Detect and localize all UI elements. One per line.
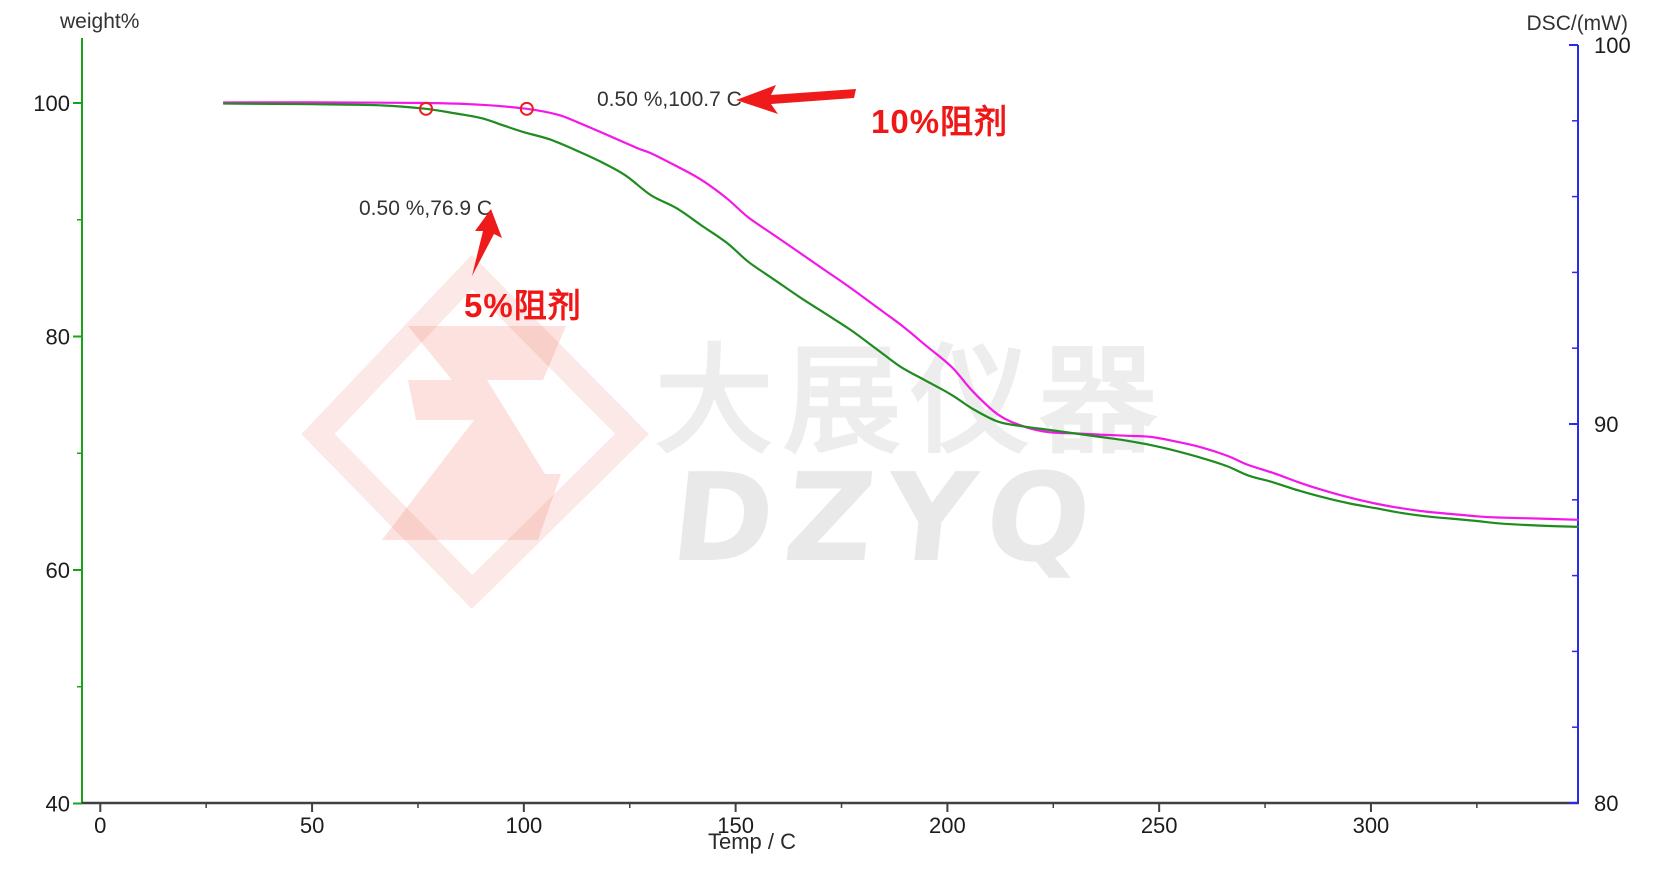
x-axis-title: Temp / C: [708, 829, 796, 854]
series-label-5pct: 5%阻剂: [464, 287, 582, 324]
onset-annotation-5pct: 0.50 %,76.9 C: [359, 197, 492, 220]
right-axis-title: DSC/(mW): [1527, 12, 1628, 35]
x-axis-tick-label: 150: [717, 813, 754, 838]
curve-10pct-retardant: [223, 101, 1579, 521]
watermark-z-bolt: [382, 326, 566, 540]
right-axis-tick-label: 80: [1594, 791, 1618, 816]
curve-5pct-retardant: [223, 102, 1579, 528]
left-axis-title: weight%: [59, 10, 139, 33]
left-axis-tick-label: 40: [46, 792, 70, 817]
x-axis-tick-label: 250: [1141, 813, 1178, 838]
right-axis-tick-label: 90: [1594, 412, 1618, 437]
x-axis-ticks: 0 50 100 150 200 250 300: [94, 803, 1478, 838]
x-axis-tick-label: 0: [94, 813, 106, 838]
x-axis-tick-label: 200: [929, 813, 966, 838]
onset-markers: [419, 101, 534, 116]
x-axis-tick-label: 300: [1353, 813, 1390, 838]
left-axis-tick-label: 80: [46, 325, 70, 350]
watermark: 大展仪器 DZYQ: [301, 254, 1167, 610]
left-axis-tick-label: 60: [46, 558, 70, 583]
left-axis-ticks: 100 80 60 40: [33, 91, 82, 817]
x-axis-tick-label: 100: [505, 813, 542, 838]
onset-marker: [519, 101, 534, 116]
watermark-cjk-text: 大展仪器: [655, 332, 1167, 470]
watermark-latin-text: DZYQ: [665, 446, 1110, 589]
onset-annotation-10pct: 0.50 %,100.7 C: [597, 88, 742, 111]
right-axis-tick-label: 100: [1594, 33, 1631, 58]
right-axis-ticks: 100 90 80: [1569, 33, 1631, 816]
watermark-diamond-logo: [301, 254, 649, 610]
arrow-to-10pct-annotation: [736, 85, 856, 114]
tga-curves: [223, 101, 1579, 528]
onset-marker: [419, 101, 434, 116]
arrow-to-5pct-annotation: [472, 209, 502, 276]
x-axis-tick-label: 50: [300, 813, 324, 838]
series-label-10pct: 10%阻剂: [871, 103, 1008, 140]
left-axis-tick-label: 100: [33, 91, 70, 116]
